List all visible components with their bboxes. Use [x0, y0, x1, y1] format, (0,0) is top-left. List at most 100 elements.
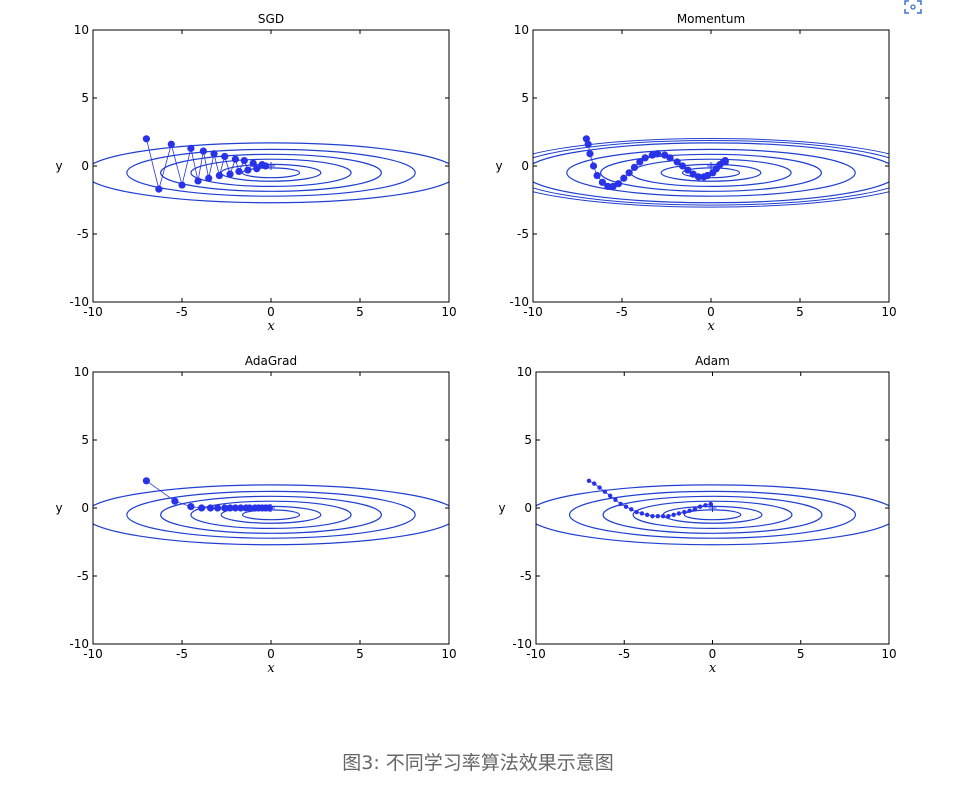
y-tick-label: 0	[521, 159, 529, 173]
y-axis-label: y	[498, 501, 505, 515]
y-tick-label: -5	[517, 227, 529, 241]
path-point	[694, 173, 703, 181]
x-tick-label: 5	[797, 647, 805, 661]
path-point	[708, 501, 713, 507]
path-point	[687, 508, 692, 513]
y-tick-label: -10	[509, 295, 529, 309]
path-point	[618, 501, 623, 507]
y-tick-label: 5	[521, 91, 529, 105]
contour-line	[93, 484, 449, 546]
path-point	[634, 509, 639, 515]
y-axis-label: y	[55, 159, 62, 173]
contour-line	[602, 495, 823, 534]
x-tick-label: -5	[616, 305, 628, 319]
y-tick-label: 0	[81, 159, 89, 173]
contour-line	[190, 500, 352, 529]
path-line	[146, 138, 266, 191]
path-point	[673, 158, 681, 166]
path-point	[142, 135, 150, 143]
path-point	[629, 507, 634, 512]
contour-lines	[93, 142, 449, 204]
path-point	[221, 152, 229, 161]
path-point	[721, 158, 729, 166]
y-axis-label: y	[495, 159, 502, 173]
x-tick-label: -10	[83, 647, 103, 661]
y-tick-label: 5	[81, 91, 89, 105]
path-point	[586, 478, 592, 483]
path-point	[582, 135, 591, 143]
path-point	[589, 162, 598, 170]
path-point	[249, 159, 257, 167]
x-tick-label: -5	[618, 647, 630, 661]
path-point	[244, 166, 252, 174]
path-point	[226, 504, 234, 512]
y-tick-label: 5	[524, 433, 532, 447]
path-point	[226, 170, 234, 178]
x-tick-label: 0	[707, 305, 715, 319]
path-point	[623, 504, 629, 509]
path-point	[602, 489, 608, 494]
y-tick-label: 0	[524, 501, 532, 515]
path-point	[194, 177, 202, 185]
path-point	[178, 181, 186, 189]
path-point	[639, 511, 645, 516]
chart-panel-1: -10 -5 0 5 10 10 5 0 -5 -10 SGD x y	[55, 12, 456, 334]
path-point	[636, 158, 644, 166]
chart-title: AdaGrad	[245, 354, 297, 368]
path-point	[598, 178, 607, 186]
path-point	[641, 154, 649, 162]
minimum-marker	[267, 504, 275, 512]
path-point	[199, 147, 207, 155]
path-point	[187, 503, 195, 511]
path-point	[246, 504, 254, 512]
path-point	[231, 155, 239, 163]
contour-line	[533, 140, 889, 206]
path-point	[210, 150, 218, 158]
path-point	[187, 144, 195, 152]
y-tick-label: -5	[520, 569, 532, 583]
path-point	[655, 513, 660, 519]
path-point	[697, 504, 703, 509]
contour-lines	[93, 484, 449, 546]
contour-lines	[536, 484, 889, 546]
figure-caption: 图3: 不同学习率算法效果示意图	[342, 752, 614, 774]
path-point	[235, 167, 243, 176]
x-tick-label: 0	[267, 647, 275, 661]
contour-line	[126, 490, 416, 539]
path-point	[206, 504, 215, 512]
path-point	[692, 507, 698, 512]
contour-line	[566, 148, 856, 197]
y-tick-label: 10	[74, 365, 89, 379]
chart-panel-3: -10 -5 0 5 10 10 5 0 -5 -10 AdaGrad x y	[55, 354, 456, 676]
path-point	[614, 180, 623, 188]
path-point	[597, 485, 602, 490]
x-tick-label: 0	[709, 647, 717, 661]
x-tick-label: -10	[83, 305, 103, 319]
path-point	[703, 171, 712, 180]
contour-line	[160, 495, 382, 534]
y-tick-label: -10	[512, 637, 532, 651]
path-point	[609, 182, 617, 190]
path-point	[607, 493, 613, 498]
path-point	[660, 513, 666, 519]
x-axis-label: x	[707, 319, 715, 334]
path-point	[625, 169, 633, 177]
path-point	[155, 185, 163, 193]
path-point	[666, 154, 674, 162]
x-tick-label: -5	[176, 647, 188, 661]
chart-title: Momentum	[677, 12, 745, 26]
path-point	[262, 162, 270, 170]
y-tick-label: -10	[69, 637, 89, 651]
path-point	[171, 497, 179, 505]
scan-icon[interactable]	[904, 0, 922, 14]
chart-panel-4: -10 -5 0 5 10 10 5 0 -5 -10 Adam x y	[498, 354, 896, 676]
path-point	[661, 151, 669, 159]
contour-line	[93, 142, 449, 204]
x-axis-label: x	[267, 661, 275, 676]
contour-line	[533, 142, 889, 204]
x-tick-label: 5	[356, 305, 364, 319]
path-point	[671, 512, 676, 517]
x-tick-label: 0	[267, 305, 275, 319]
contour-line	[190, 158, 352, 187]
y-axis-label: y	[55, 501, 62, 515]
